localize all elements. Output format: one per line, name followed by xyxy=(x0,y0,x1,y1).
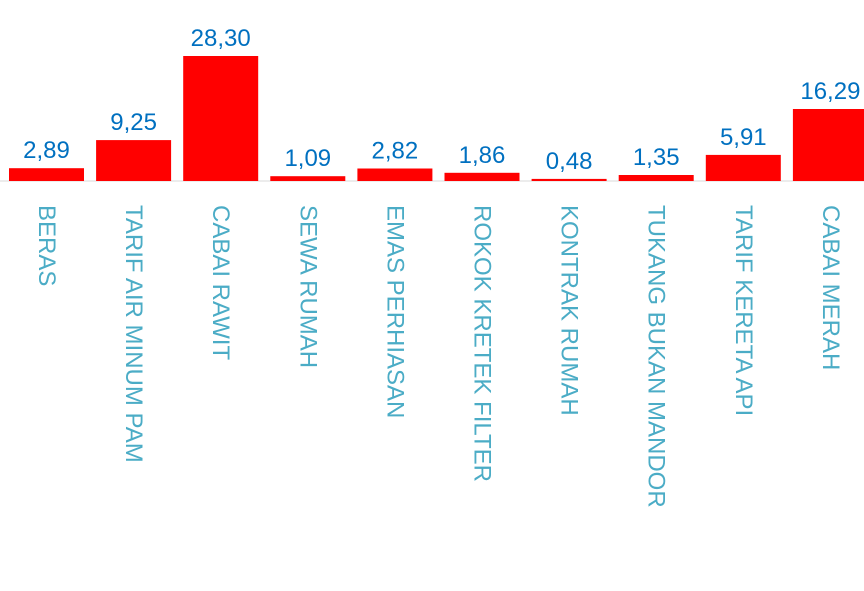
data-label: 1,86 xyxy=(459,142,506,169)
category-label: SEWA RUMAH xyxy=(294,205,321,368)
data-label: 0,48 xyxy=(546,148,593,175)
bar xyxy=(618,175,694,181)
category-label: CABAI RAWIT xyxy=(207,205,234,360)
category-label: TUKANG BUKAN MANDOR xyxy=(643,205,670,508)
data-label: 28,30 xyxy=(191,25,251,52)
data-label: 2,89 xyxy=(23,137,70,164)
data-labels-group: 2,89 9,25 28,30 1,09 2,82 1,86 0,48 1,35 5,91 16,… xyxy=(23,25,860,175)
category-label: CABAI MERAH xyxy=(817,205,844,370)
category-label: ROKOK KRETEK FILTER xyxy=(469,205,496,482)
category-label: TARIF KERETA API xyxy=(730,205,757,416)
bar xyxy=(270,176,346,181)
data-label: 2,82 xyxy=(372,138,419,165)
bar xyxy=(9,168,84,181)
category-labels-group: BERAS TARIF AIR MINUM PAM CABAI RAWIT SEWA … xyxy=(33,205,844,508)
bar xyxy=(531,178,607,181)
data-label: 1,35 xyxy=(633,144,680,171)
category-label: TARIF AIR MINUM PAM xyxy=(120,205,147,463)
category-label: EMAS PERHIASAN xyxy=(381,205,408,418)
data-label: 5,91 xyxy=(720,124,767,151)
data-label: 16,29 xyxy=(800,78,860,105)
bar xyxy=(792,109,864,181)
bars-group xyxy=(9,56,864,181)
bar xyxy=(96,140,172,181)
data-label: 1,09 xyxy=(284,145,331,172)
bar xyxy=(357,168,433,181)
bar xyxy=(444,172,520,181)
bar xyxy=(183,56,259,181)
category-label: BERAS xyxy=(33,205,60,286)
bar xyxy=(705,154,781,181)
category-label: KONTRAK RUMAH xyxy=(556,205,583,416)
data-label: 9,25 xyxy=(110,109,157,136)
